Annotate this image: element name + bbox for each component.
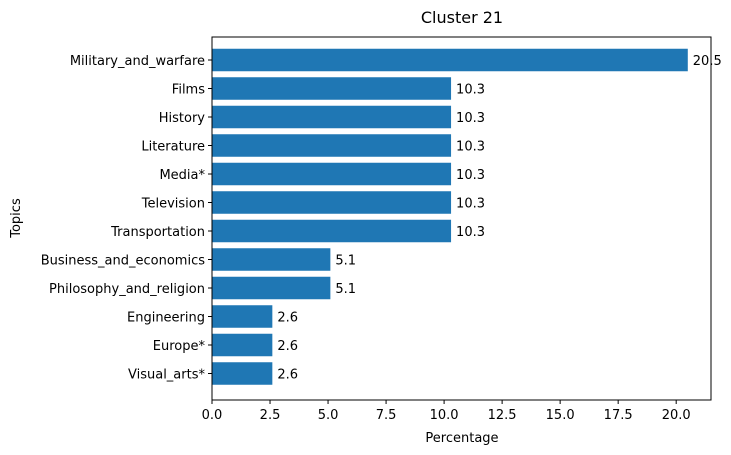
bar-value-label: 10.3 <box>456 168 485 183</box>
x-tick-label: 17.5 <box>604 408 633 423</box>
bar <box>212 333 273 357</box>
bar <box>212 219 452 243</box>
bar <box>212 105 452 129</box>
bar-value-label: 5.1 <box>335 282 356 297</box>
bar-value-label: 2.6 <box>277 368 298 383</box>
x-tick-label: 20.0 <box>662 408 691 423</box>
y-tick-label: Europe* <box>153 339 206 354</box>
bar <box>212 134 452 157</box>
x-tick-label: 10.0 <box>430 408 459 423</box>
chart-title: Cluster 21 <box>421 8 503 27</box>
x-tick-label: 5.0 <box>318 408 339 423</box>
bars-layer: 20.5 10.3 10.3 10.3 10.3 10.3 10.3 5.1 5.1 2.6 2.6… <box>212 48 722 385</box>
y-tick-label: Business_and_economics <box>41 254 205 269</box>
y-tick-label: Media* <box>159 168 205 183</box>
bar-value-label: 10.3 <box>456 140 485 155</box>
bar-value-label: 5.1 <box>335 254 356 269</box>
bar <box>212 162 452 186</box>
bar-value-label: 2.6 <box>277 339 298 354</box>
x-tick-label: 2.5 <box>260 408 281 423</box>
bar <box>212 276 331 300</box>
x-tick-label: 0.0 <box>202 408 223 423</box>
plot-frame <box>211 36 712 401</box>
y-axis-ticks: Military_and_warfare Films History Literatu… <box>41 54 212 383</box>
bar-value-label: 10.3 <box>456 225 485 240</box>
x-tick-label: 15.0 <box>546 408 575 423</box>
x-axis-ticks: 0.0 2.5 5.0 7.5 10.0 12.5 15.0 17.5 20.0 <box>202 400 691 423</box>
x-axis-label: Percentage <box>425 431 498 446</box>
y-axis-label: Topics <box>9 198 24 239</box>
y-tick-label: Literature <box>141 140 205 155</box>
y-tick-label: Military_and_warfare <box>70 54 205 69</box>
y-tick-label: Transportation <box>110 225 205 240</box>
y-tick-label: History <box>159 111 206 126</box>
y-tick-label: Television <box>141 197 205 212</box>
bar <box>212 248 331 271</box>
y-tick-label: Philosophy_and_religion <box>49 282 205 297</box>
bar <box>212 305 273 328</box>
y-tick-label: Engineering <box>127 311 205 326</box>
bar <box>212 77 452 100</box>
x-tick-label: 7.5 <box>376 408 397 423</box>
bar <box>212 191 452 214</box>
bar <box>212 48 688 72</box>
bar <box>212 362 273 385</box>
bar-value-label: 20.5 <box>693 54 722 69</box>
y-tick-label: Films <box>172 83 205 98</box>
bar-value-label: 10.3 <box>456 83 485 98</box>
bar-value-label: 10.3 <box>456 197 485 212</box>
x-tick-label: 12.5 <box>488 408 517 423</box>
bar-value-label: 2.6 <box>277 311 298 326</box>
y-tick-label: Visual_arts* <box>128 368 205 383</box>
bar-value-label: 10.3 <box>456 111 485 126</box>
